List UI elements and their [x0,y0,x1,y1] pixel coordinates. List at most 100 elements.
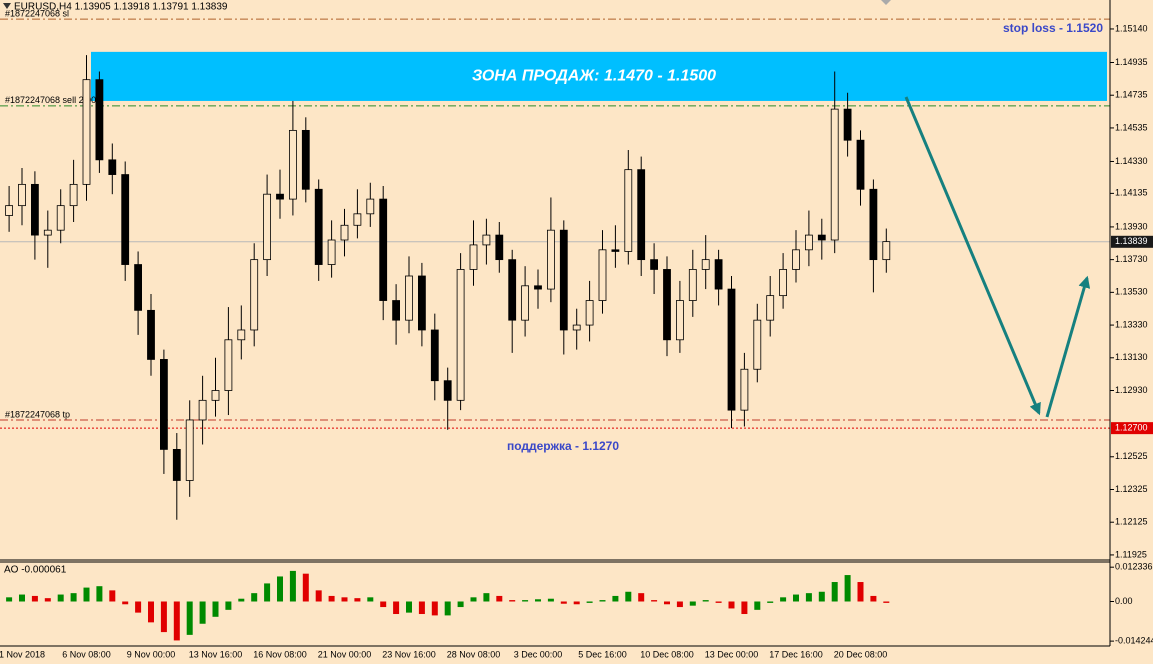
ao-bar [857,582,864,602]
ao-bar [560,601,567,604]
candle-body [327,239,336,265]
candle-body [405,275,413,321]
y-tick-label: 1.12125 [1115,517,1148,527]
candle-body [663,269,671,341]
sell-zone [91,51,1107,101]
arrow-up [1045,275,1091,418]
ao-bar [664,601,670,605]
candle-body [314,188,323,265]
y-tick-label: 0.012336 [1115,562,1153,572]
candle-body [82,79,91,185]
candle-body [159,359,168,450]
x-tick-label: 13 Nov 16:00 [189,649,243,659]
candle-body [521,285,529,321]
ao-bar [225,601,232,610]
x-tick-label: 3 Dec 00:00 [514,649,563,659]
candle-body [237,329,246,341]
ao-bar [367,597,374,602]
ao-bar [148,601,154,623]
ao-bar [651,600,658,602]
y-tick-label: 1.12525 [1115,451,1148,461]
ao-bar [199,601,206,624]
y-tick-label: 1.14135 [1115,188,1148,198]
candle-body [727,288,736,411]
y-tick-label: 1.14735 [1115,90,1148,100]
candle-body [572,324,581,331]
ao-bar [380,601,387,608]
ao-bar [431,601,438,616]
ao-bar [535,599,541,602]
ao-bar [302,573,309,602]
candle-body [69,183,78,207]
y-tick-label: 1.13930 [1115,221,1148,231]
candle-body [366,198,375,215]
y-tick-label: 1.13130 [1115,352,1148,362]
ao-bar [625,591,632,602]
x-tick-label: 17 Dec 16:00 [769,649,823,659]
candle-body [534,285,542,290]
x-tick-label: 6 Nov 08:00 [62,649,111,659]
y-tick-label: 1.14935 [1115,57,1148,67]
ao-bar [793,594,799,602]
ao-bar [19,594,25,602]
ao-bar [328,595,335,602]
price-tag-label: 1.12700 [1115,423,1148,433]
ao-bar [186,601,193,635]
candle-body [30,183,39,236]
candle-body [5,205,13,216]
candle-body [147,309,155,360]
candle-body [766,295,775,321]
candle-body [353,213,362,226]
candle-body [547,229,555,290]
x-tick-label: 10 Dec 08:00 [640,649,694,659]
ao-bar [573,601,580,605]
candle-body [121,174,130,265]
y-tick-label: 1.15140 [1115,23,1148,33]
candle-body [430,329,439,382]
ao-bar [289,570,296,602]
ao-bar [57,594,64,602]
ao-bar [844,575,851,602]
candle-body [443,380,452,401]
ao-bar [767,601,774,603]
ao-bar [522,600,529,602]
candle-body [805,234,813,251]
x-tick-label: 1 Nov 2018 [0,649,45,659]
candle-body [211,390,220,401]
x-tick-label: 16 Nov 08:00 [253,649,307,659]
candle-body [714,259,723,290]
zone-label: ЗОНА ПРОДАЖ: 1.1470 - 1.1500 [472,68,716,85]
candle-body [701,259,710,270]
candle-body [688,269,697,301]
x-tick-label: 9 Nov 00:00 [127,649,176,659]
support-note: поддержка - 1.1270 [507,439,619,453]
ao-bar [70,593,77,602]
candle-body [508,259,517,321]
candle-body [637,169,646,261]
candle-body [779,269,787,297]
candle-body [482,234,491,246]
ao-bar [715,601,722,603]
candle-body [843,108,852,141]
price-tag [1111,235,1153,248]
candle-body [172,449,181,481]
candle-body [624,169,633,252]
level-name: #1872247068 tp [5,409,70,419]
ao-bar [831,582,838,602]
candle-body [185,419,194,481]
ao-bar [160,601,167,633]
ao-bar [818,591,825,602]
ao-bar [457,601,464,608]
candle-body [18,183,26,207]
candle-body [817,234,826,241]
scroll-marker [881,0,891,5]
y-tick-label: 1.12325 [1115,484,1148,494]
candle-body [469,244,478,270]
candle-body [198,399,207,421]
candle-body [263,193,272,261]
y-tick-label: 1.12930 [1115,385,1148,395]
price-tag [1111,422,1153,435]
candle-body [882,241,891,261]
candle-body [856,139,865,190]
